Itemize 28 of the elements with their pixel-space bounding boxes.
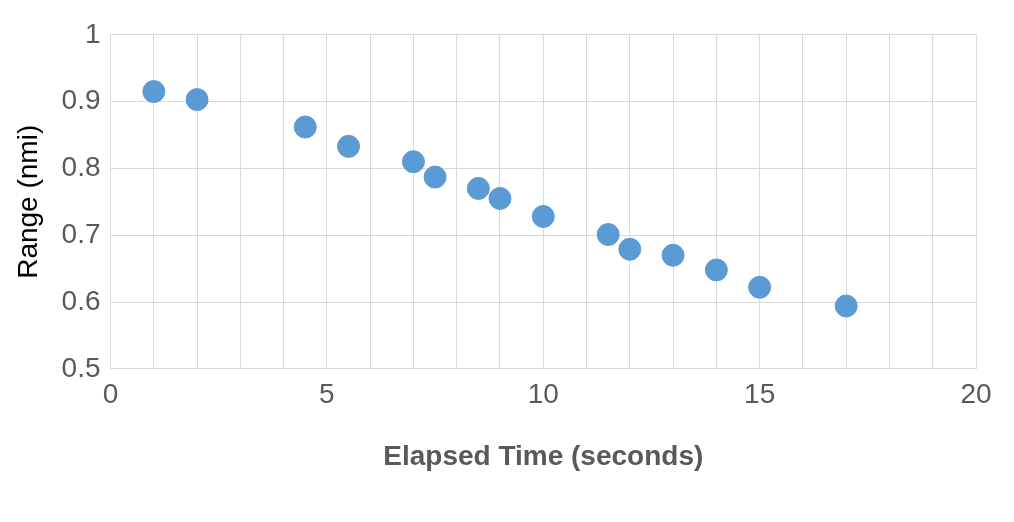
point xyxy=(142,80,166,104)
y-axis-title: Range (nmi) xyxy=(11,124,43,279)
x-tick-label: 15 xyxy=(744,378,776,410)
y-tick-label: 0.6 xyxy=(61,284,101,316)
point xyxy=(531,205,555,228)
y-tick-label: 1 xyxy=(84,17,101,49)
x-tick-label: 0 xyxy=(102,378,119,410)
point xyxy=(834,294,858,318)
point xyxy=(596,223,620,247)
point xyxy=(423,165,447,189)
point xyxy=(661,243,685,267)
point xyxy=(488,186,512,210)
y-tick-label: 0.7 xyxy=(61,217,101,249)
x-tick-label: 5 xyxy=(319,378,335,410)
x-tick-label: 20 xyxy=(960,378,992,410)
y-tick-label: 0.5 xyxy=(61,351,101,383)
x-tick-label: 10 xyxy=(527,378,559,410)
point xyxy=(401,150,425,174)
point xyxy=(704,258,728,282)
point xyxy=(748,275,772,299)
point xyxy=(293,115,317,139)
y-tick-label: 0.8 xyxy=(61,151,101,183)
point xyxy=(185,88,209,112)
y-tick-label: 0.9 xyxy=(61,84,101,116)
point xyxy=(337,134,361,158)
x-axis-title: Elapsed Time (seconds) xyxy=(383,439,704,471)
point xyxy=(618,237,642,261)
point xyxy=(466,176,490,200)
